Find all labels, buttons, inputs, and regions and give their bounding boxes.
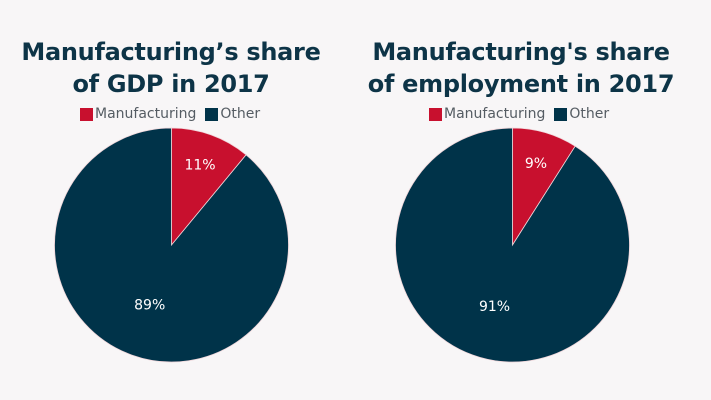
- title-line-2: of GDP in 2017: [72, 70, 270, 98]
- legend-swatch-other: [554, 107, 568, 121]
- legend-label: Manufacturing: [95, 106, 197, 122]
- chart-title-employment: Manufacturing's share of employment in 2…: [351, 36, 691, 100]
- legend-gdp: Manufacturing Other: [80, 106, 269, 122]
- legend-swatch-manufacturing: [80, 107, 93, 121]
- legend-item-manufacturing[interactable]: Manufacturing: [429, 106, 545, 122]
- title-line-2: of employment in 2017: [367, 70, 675, 98]
- title-line-1: Manufacturing's share: [372, 38, 670, 66]
- pie-slice-other: [54, 127, 289, 363]
- data-label-manufacturing: 11%: [184, 158, 215, 174]
- pie-slice-manufacturing: [171, 127, 247, 247]
- legend-item-other[interactable]: Other: [554, 106, 609, 122]
- chart-title-gdp: Manufacturing’s share of GDP in 2017: [1, 36, 341, 100]
- data-label-other: 91%: [479, 299, 510, 315]
- pie-gdp: 11% 89%: [54, 127, 289, 363]
- legend-label: Other: [220, 106, 261, 122]
- legend-swatch-other: [205, 107, 219, 121]
- data-label-other: 89%: [134, 298, 165, 314]
- legend-item-manufacturing[interactable]: Manufacturing: [80, 106, 196, 122]
- pie-slice-other: [395, 127, 630, 363]
- title-line-1: Manufacturing’s share: [21, 38, 321, 66]
- data-label-manufacturing: 9%: [525, 156, 547, 172]
- legend-swatch-manufacturing: [429, 107, 442, 121]
- pie-employment: 9% 91%: [395, 127, 630, 363]
- legend-employment: Manufacturing Other: [429, 106, 618, 122]
- legend-label: Manufacturing: [444, 106, 546, 122]
- legend-label: Other: [569, 106, 610, 122]
- legend-item-other[interactable]: Other: [205, 106, 260, 122]
